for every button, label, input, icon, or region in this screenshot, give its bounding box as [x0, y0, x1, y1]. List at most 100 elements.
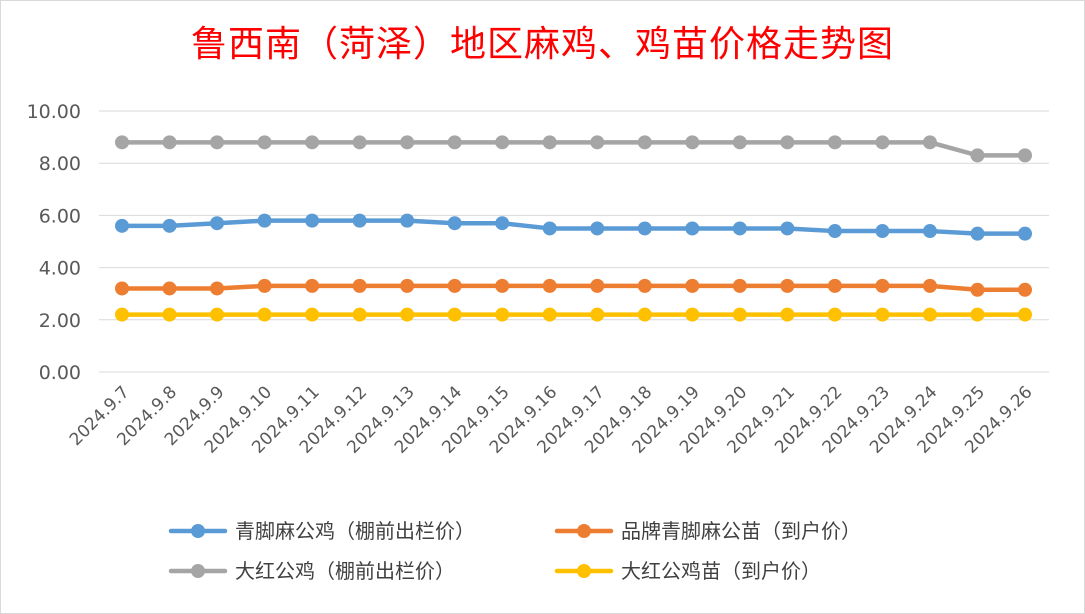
legend-swatch-marker	[191, 564, 205, 578]
legend-item: 大红公鸡（棚前出栏价）	[168, 559, 455, 583]
data-point	[400, 307, 415, 322]
data-point	[352, 213, 367, 228]
data-point	[1018, 282, 1032, 297]
data-point	[352, 278, 367, 293]
data-point	[210, 135, 225, 150]
data-point	[257, 135, 272, 150]
legend-label: 品牌青脚麻公苗（到户价）	[621, 519, 861, 543]
data-point	[542, 307, 557, 322]
data-point	[162, 307, 177, 322]
series-line	[119, 140, 1028, 158]
data-point	[685, 221, 700, 236]
data-point	[637, 135, 652, 150]
series-line	[119, 218, 1028, 236]
data-point	[352, 307, 367, 322]
data-point	[780, 221, 795, 236]
data-point	[542, 221, 557, 236]
data-point	[780, 307, 795, 322]
data-point	[732, 278, 747, 293]
data-point	[875, 278, 890, 293]
chart-title: 鲁西南（菏泽）地区麻鸡、鸡苗价格走势图	[190, 24, 894, 65]
data-point	[305, 278, 320, 293]
data-point	[780, 135, 795, 150]
y-tick-label: 8.00	[39, 153, 81, 175]
data-point	[685, 307, 700, 322]
x-axis-ticks: 2024.9.72024.9.82024.9.92024.9.102024.9.…	[66, 382, 1037, 457]
data-point	[162, 281, 177, 296]
series-2	[115, 135, 1032, 163]
data-point	[637, 278, 652, 293]
data-point	[922, 307, 937, 322]
data-point	[210, 216, 225, 231]
legend-item: 品牌青脚麻公苗（到户价）	[554, 519, 861, 543]
y-tick-label: 0.00	[39, 362, 81, 384]
data-point	[1018, 226, 1032, 241]
data-point	[257, 213, 272, 228]
data-point	[1018, 307, 1032, 322]
data-point	[495, 216, 510, 231]
data-point	[257, 307, 272, 322]
data-point	[922, 224, 937, 239]
data-point	[305, 135, 320, 150]
data-point	[590, 278, 605, 293]
data-point	[827, 278, 842, 293]
data-point	[827, 135, 842, 150]
data-point	[305, 213, 320, 228]
data-point	[115, 218, 129, 233]
y-axis-ticks: 0.00 2.00 4.00 6.00 8.00 10.00	[27, 101, 81, 384]
legend-label: 青脚麻公鸡（棚前出栏价）	[235, 519, 475, 543]
series-3	[115, 307, 1032, 322]
y-tick-label: 4.00	[39, 258, 81, 280]
data-point	[922, 135, 937, 150]
data-point	[1018, 148, 1032, 163]
data-point	[590, 221, 605, 236]
series-0	[115, 213, 1032, 241]
gridlines	[99, 110, 1049, 373]
data-point	[637, 307, 652, 322]
data-point	[257, 278, 272, 293]
y-tick-label: 6.00	[39, 205, 81, 227]
legend: 青脚麻公鸡（棚前出栏价） 品牌青脚麻公苗（到户价） 大红公鸡（棚前出栏价） 大红公鸡苗…	[168, 519, 861, 583]
data-point	[352, 135, 367, 150]
data-point	[115, 307, 129, 322]
data-point	[495, 278, 510, 293]
y-tick-label: 2.00	[39, 310, 81, 332]
legend-label: 大红公鸡苗（到户价）	[621, 559, 821, 583]
data-point	[115, 281, 129, 296]
data-point	[115, 135, 129, 150]
data-point	[875, 135, 890, 150]
data-point	[447, 135, 462, 150]
legend-swatch-marker	[191, 524, 205, 538]
data-point	[162, 218, 177, 233]
data-point	[970, 282, 985, 297]
legend-swatch-marker	[577, 524, 591, 538]
data-point	[590, 135, 605, 150]
data-point	[732, 307, 747, 322]
data-point	[590, 307, 605, 322]
data-point	[875, 307, 890, 322]
data-point	[162, 135, 177, 150]
data-point	[970, 226, 985, 241]
data-point	[400, 135, 415, 150]
data-point	[732, 221, 747, 236]
data-point	[970, 148, 985, 163]
data-point	[732, 135, 747, 150]
data-point	[447, 216, 462, 231]
series-line	[119, 283, 1028, 293]
data-point	[305, 307, 320, 322]
data-point	[827, 307, 842, 322]
data-point	[447, 278, 462, 293]
data-point	[495, 307, 510, 322]
data-point	[400, 213, 415, 228]
data-point	[495, 135, 510, 150]
y-tick-label: 10.00	[27, 101, 81, 123]
data-point	[875, 224, 890, 239]
data-point	[970, 307, 985, 322]
data-point	[447, 307, 462, 322]
series-1	[115, 278, 1032, 297]
series-lines	[115, 135, 1032, 322]
data-point	[210, 281, 225, 296]
legend-item: 青脚麻公鸡（棚前出栏价）	[168, 519, 475, 543]
data-point	[542, 278, 557, 293]
